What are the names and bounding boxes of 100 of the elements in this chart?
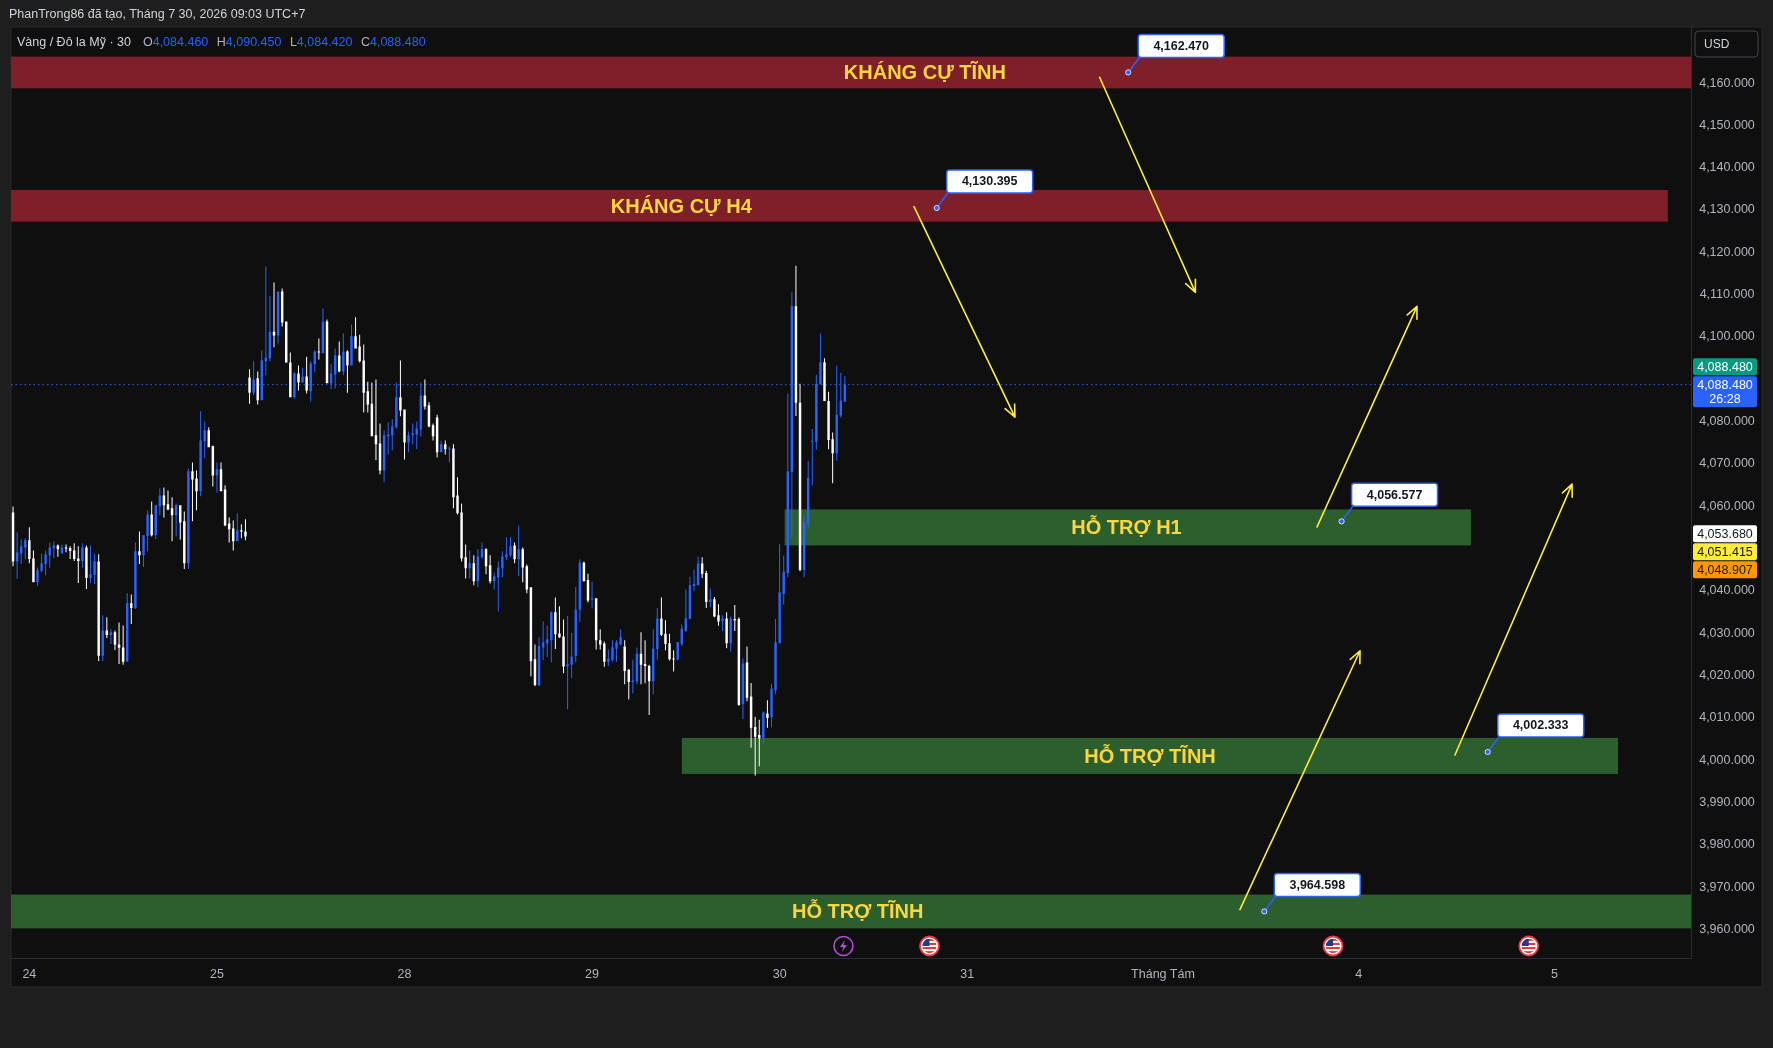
candlestick — [631, 659, 635, 694]
ref-line-label: 4,088.480 — [1697, 377, 1753, 392]
y-tick-label: 3,980.000 — [1699, 837, 1755, 852]
y-tick-label: 4,020.000 — [1699, 667, 1755, 682]
band-label: KHÁNG CỰ TĨNH — [843, 61, 1006, 84]
candlestick — [48, 542, 51, 568]
candlestick — [811, 429, 814, 486]
candlestick — [603, 641, 606, 667]
candlestick — [448, 446, 451, 463]
text: 4,048.907 — [1697, 562, 1753, 577]
candlestick — [89, 545, 92, 584]
candlestick — [415, 421, 418, 450]
candlestick — [293, 372, 296, 399]
text: 26:28 — [1709, 391, 1741, 406]
candlestick — [134, 542, 137, 609]
x-tick-label: 30 — [772, 966, 787, 981]
candlestick — [77, 546, 80, 584]
candlestick — [109, 629, 113, 644]
candlestick — [399, 360, 402, 417]
candlestick — [138, 531, 141, 565]
candlestick — [44, 550, 47, 576]
candlestick — [599, 629, 602, 650]
candlestick — [117, 622, 121, 664]
candlestick — [729, 616, 732, 652]
candlestick — [762, 711, 765, 744]
candlestick — [468, 550, 471, 579]
candlestick — [150, 501, 153, 537]
candlestick — [121, 625, 125, 665]
candlestick — [227, 517, 231, 543]
candlestick — [215, 462, 219, 493]
candlestick — [248, 369, 251, 404]
candlestick — [391, 419, 394, 451]
band-label: KHÁNG CỰ H4 — [610, 194, 753, 217]
y-tick-label: 4,010.000 — [1699, 710, 1755, 725]
band-label: HỖ TRỢ H1 — [1071, 515, 1182, 539]
y-tick-label: 4,030.000 — [1699, 625, 1755, 640]
candlestick — [386, 422, 390, 455]
candlestick — [758, 719, 761, 767]
candlestick — [191, 462, 194, 522]
text: 4,051.415 — [1697, 544, 1753, 559]
candlestick — [545, 625, 549, 658]
annotation: 3,964.598 — [1289, 877, 1346, 892]
y-tick-label: 3,970.000 — [1699, 879, 1755, 894]
x-tick-label: 4 — [1355, 966, 1363, 981]
candlestick — [492, 572, 496, 590]
x-tick-label: 5 — [1550, 966, 1558, 981]
candlestick — [517, 525, 520, 577]
candlestick — [289, 352, 292, 398]
candlestick — [623, 640, 626, 685]
band-label: HỖ TRỢ TĨNH — [791, 899, 924, 923]
candlestick — [68, 546, 72, 559]
candlestick — [766, 700, 769, 728]
candlestick — [272, 282, 276, 348]
candlestick — [301, 367, 304, 383]
candlestick — [24, 538, 27, 559]
candlestick — [733, 605, 737, 631]
candlestick — [236, 513, 239, 542]
candlestick — [656, 608, 659, 660]
candlestick — [725, 612, 728, 649]
candlestick — [187, 468, 190, 570]
text: 4,053.680 — [1697, 526, 1753, 541]
candlestick — [590, 581, 594, 609]
candlestick — [709, 588, 712, 608]
candlestick — [19, 539, 23, 565]
band-label: HỖ TRỢ TĨNH — [1084, 743, 1216, 767]
candlestick — [195, 470, 198, 511]
annotation: 4,002.333 — [1512, 718, 1569, 733]
candlestick — [513, 542, 516, 564]
candlestick — [105, 617, 109, 639]
candlestick — [81, 543, 84, 568]
candlestick — [823, 358, 826, 402]
candlestick — [554, 597, 557, 650]
candlestick — [647, 664, 651, 716]
y-tick-label: 4,000.000 — [1699, 752, 1755, 767]
candlestick — [97, 554, 100, 661]
text: O4,084.460 H4,090.450 L4,084.420 C4,088.480 — [142, 35, 426, 49]
candlestick — [721, 615, 724, 631]
candlestick — [174, 503, 178, 537]
candlestick — [566, 616, 569, 710]
candlestick — [611, 640, 614, 662]
x-tick-label: 25 — [209, 966, 224, 981]
candlestick — [305, 356, 308, 394]
candlestick — [32, 550, 35, 583]
candlestick — [240, 524, 243, 539]
y-tick-label: 4,060.000 — [1699, 498, 1755, 513]
candlestick — [297, 365, 300, 391]
candlestick — [444, 440, 447, 455]
x-tick-label: 29 — [585, 966, 600, 981]
candlestick — [317, 338, 321, 360]
candlestick — [643, 640, 647, 684]
candlestick — [350, 324, 353, 366]
annotation: 4,056.577 — [1366, 487, 1423, 502]
y-tick-label: 4,110.000 — [1699, 287, 1755, 302]
y-tick-label: 4,120.000 — [1699, 244, 1755, 259]
y-tick-label: 4,080.000 — [1699, 414, 1755, 429]
candlestick — [199, 411, 202, 497]
candlestick — [541, 621, 545, 661]
candlestick — [692, 569, 696, 592]
y-tick-label: 4,140.000 — [1699, 160, 1755, 175]
candlestick — [130, 594, 133, 625]
